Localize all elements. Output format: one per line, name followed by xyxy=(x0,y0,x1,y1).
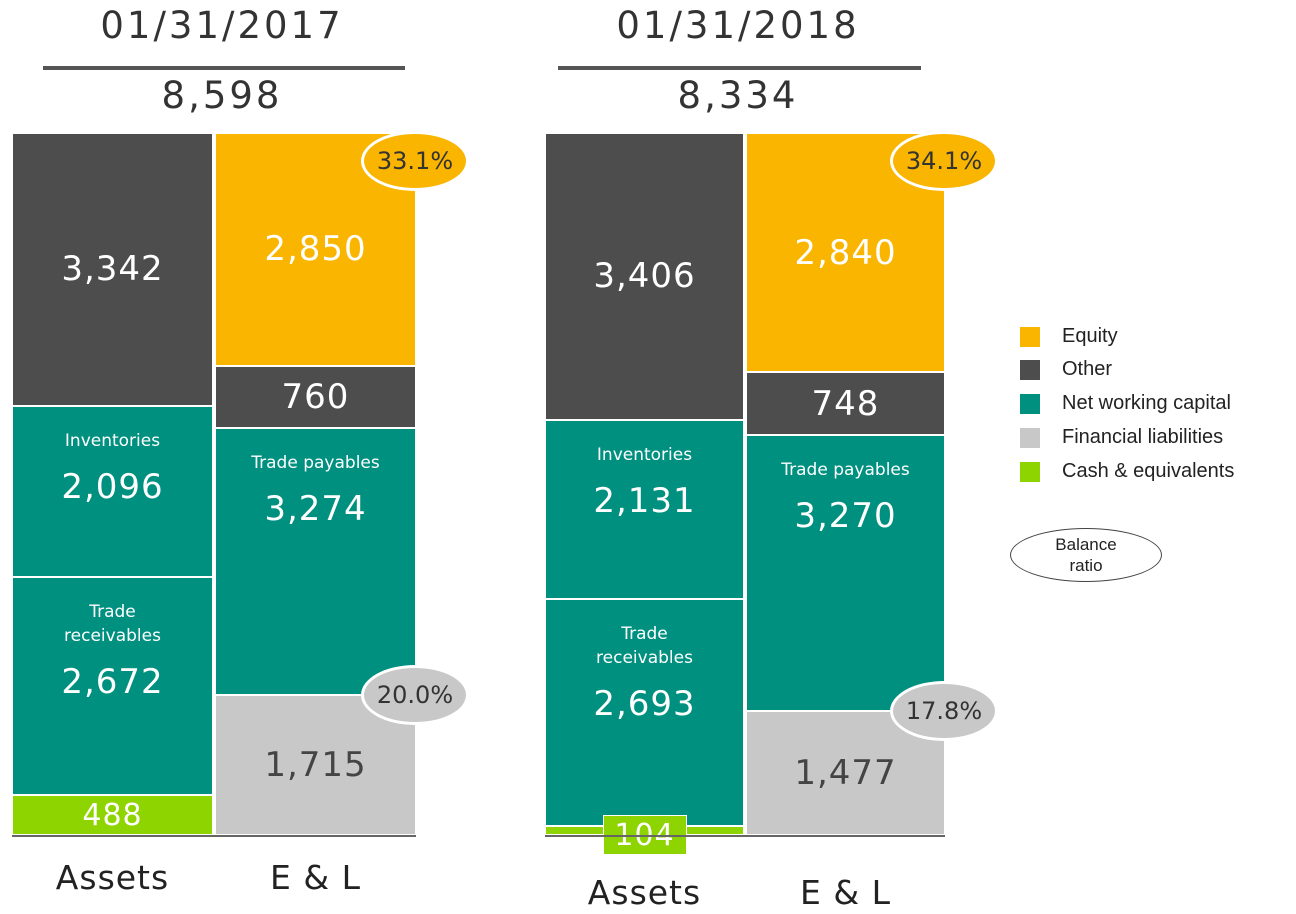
value-label: 760 xyxy=(281,376,350,417)
legend-swatch xyxy=(1020,428,1040,448)
legend-label: Other xyxy=(1062,358,1113,380)
category-label: Assets xyxy=(55,858,170,897)
category-label: E & L xyxy=(270,858,361,897)
ratio-label: 20.0% xyxy=(376,680,454,709)
segment: 3,406 xyxy=(545,133,744,420)
segment-label: Trade receivables xyxy=(64,601,161,646)
legend-swatch xyxy=(1020,462,1040,482)
ratio-bubble: 20.0% xyxy=(361,664,469,725)
segment: 488 xyxy=(12,795,213,835)
value-label: 2,850 xyxy=(264,229,367,270)
value-label: 488 xyxy=(82,797,143,833)
value-label: 1,715 xyxy=(264,744,367,785)
segment: 1,715 xyxy=(215,694,416,835)
legend-ellipse: Balance ratio xyxy=(1010,528,1162,582)
legend-label: Cash & equivalents xyxy=(1062,460,1235,482)
segment-label: Inventories xyxy=(596,444,693,465)
segment: 760 xyxy=(215,365,416,428)
ratio-label: 34.1% xyxy=(905,146,983,175)
value-label: 3,342 xyxy=(61,249,164,290)
value-label: 2,096 xyxy=(61,466,164,507)
total: 8,334 xyxy=(677,74,799,117)
legend-label: Financial liabilities xyxy=(1062,426,1224,448)
value-label: 3,270 xyxy=(794,496,897,537)
baseline xyxy=(12,835,416,837)
legend-swatch xyxy=(1020,327,1040,347)
legend-label: Equity xyxy=(1062,325,1118,347)
segment-label: Inventories xyxy=(64,430,161,451)
ratio-bubble: 34.1% xyxy=(890,130,998,191)
segment: 2,840 xyxy=(746,132,945,373)
segment: Trade receivables 2,672 xyxy=(12,576,213,796)
segment-label: Trade receivables xyxy=(596,624,693,669)
value-label: 2,672 xyxy=(61,661,164,702)
segment: 748 xyxy=(746,372,945,436)
value-label: 2,693 xyxy=(593,684,696,725)
segment: Trade payables 3,274 xyxy=(215,427,416,695)
segment: 3,342 xyxy=(12,133,213,406)
legend-note: Balance ratio xyxy=(1055,535,1117,575)
date-title: 01/31/2017 xyxy=(100,4,344,47)
segment: Trade receivables 2,693 xyxy=(545,599,744,827)
category-label: Assets xyxy=(587,873,702,912)
value-label: 3,406 xyxy=(593,256,696,297)
segment: Inventories 2,131 xyxy=(545,419,744,600)
value-label: 3,274 xyxy=(264,488,367,529)
value-label: 748 xyxy=(811,383,880,424)
legend-swatch xyxy=(1020,394,1040,414)
total: 8,598 xyxy=(161,74,283,117)
value-label: 1,477 xyxy=(794,752,897,793)
value-label: 2,840 xyxy=(794,232,897,273)
ratio-label: 17.8% xyxy=(905,696,983,725)
ratio-label: 33.1% xyxy=(376,146,454,175)
segment: Trade payables 3,270 xyxy=(746,435,945,711)
value-label: 2,131 xyxy=(593,480,696,521)
title-rule xyxy=(43,66,405,70)
ratio-bubble: 17.8% xyxy=(890,680,998,741)
legend-label: Net working capital xyxy=(1062,392,1231,414)
ratio-bubble: 33.1% xyxy=(361,130,469,191)
legend-swatch xyxy=(1020,360,1040,380)
baseline xyxy=(545,835,945,837)
segment-label: Trade payables xyxy=(781,460,910,481)
title-rule xyxy=(558,66,921,70)
segment: Inventories 2,096 xyxy=(12,405,213,577)
date-title: 01/31/2018 xyxy=(616,4,860,47)
category-label: E & L xyxy=(800,873,891,912)
segment-label: Trade payables xyxy=(251,452,380,473)
